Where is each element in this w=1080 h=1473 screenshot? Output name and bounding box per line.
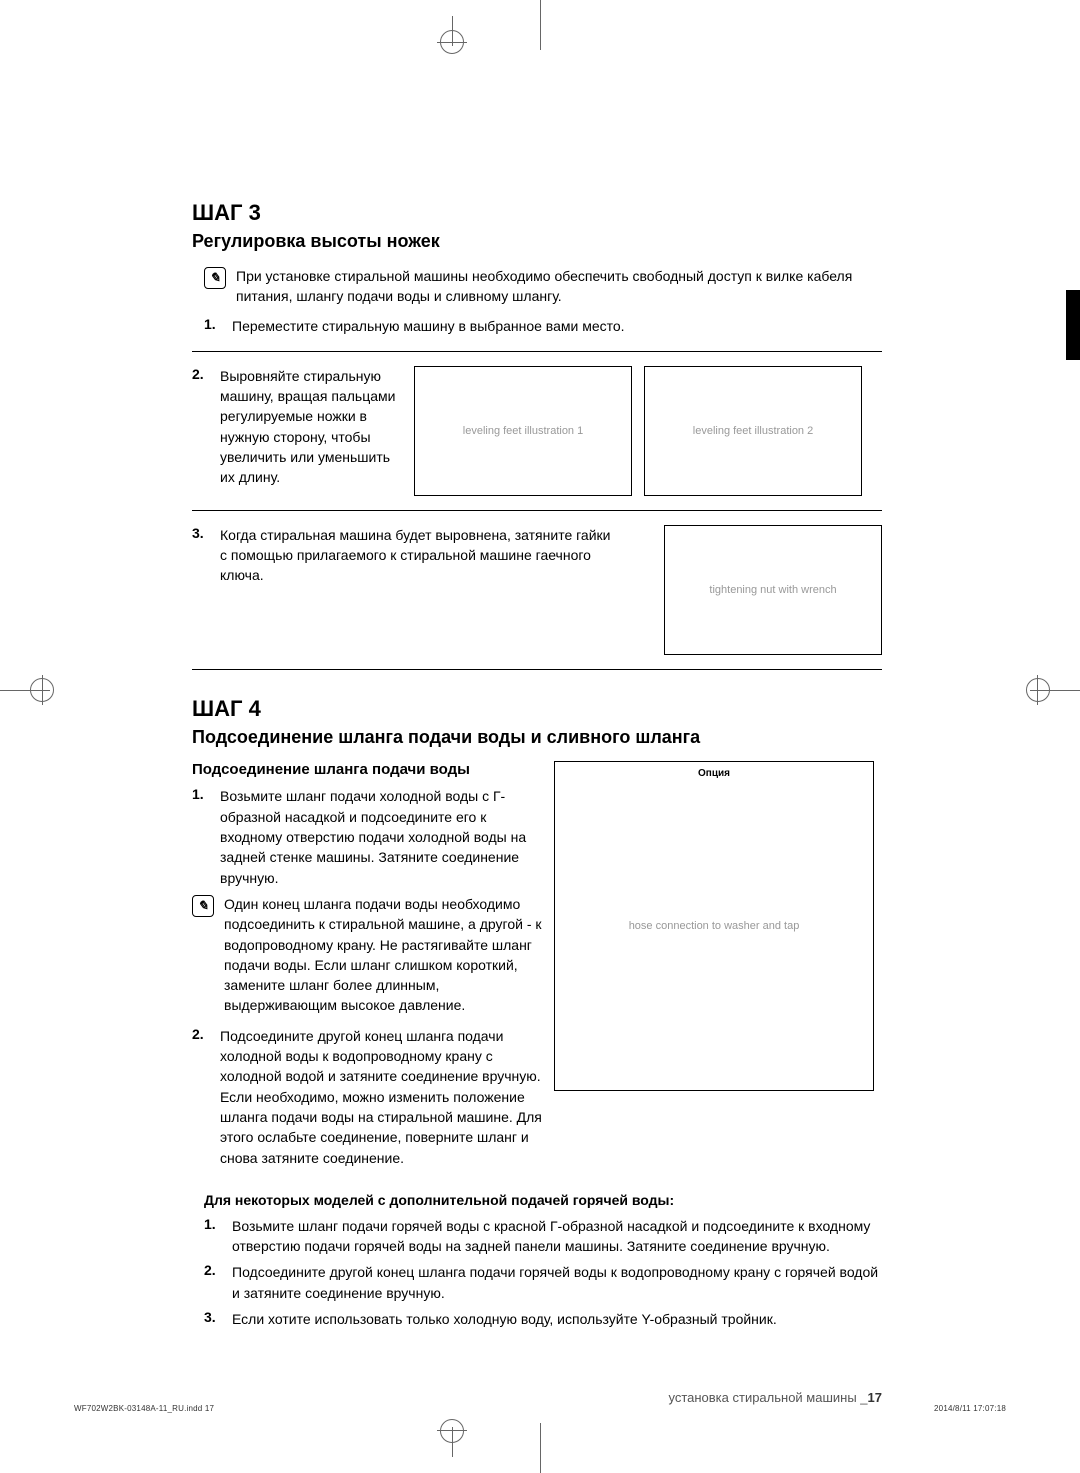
crop-mark [1037,675,1038,705]
list-item: 2. Подсоедините другой конец шланга пода… [204,1262,882,1303]
divider [192,669,882,670]
item-number: 2. [192,1026,212,1042]
item-text: Подсоедините другой конец шланга подачи … [232,1262,882,1303]
hot-water-title: Для некоторых моделей с дополнительной п… [204,1192,882,1208]
step3-figure-2: leveling feet illustration 2 [644,366,862,496]
step4-figure: Опция hose connection to washer and tap [554,761,874,1091]
item-number: 3. [204,1309,224,1325]
step3-list: 1. Переместите стиральную машину в выбра… [204,316,882,336]
list-item: 2. Выровняйте стиральную машину, вращая … [192,366,402,488]
figure-alt: leveling feet illustration 1 [463,425,583,437]
step4-row: Подсоединение шланга подачи воды 1. Возь… [192,761,882,1173]
note-icon: ✎ [204,267,226,289]
crop-mark [42,675,43,705]
page-footer: установка стиральной машины _17 [668,1390,882,1405]
step4-heading: ШАГ 4 [192,696,882,722]
item-number: 1. [204,1216,224,1232]
divider [192,510,882,511]
list-item: 1. Возьмите шланг подачи холодной воды с… [192,786,542,887]
step3-row2: 2. Выровняйте стиральную машину, вращая … [192,366,882,496]
step3-heading: ШАГ 3 [192,200,882,226]
page-content: ШАГ 3 Регулировка высоты ножек ✎ При уст… [192,200,882,1335]
crop-circle [1026,678,1050,702]
item-text: Переместите стиральную машину в выбранно… [232,316,625,336]
step3-subheading: Регулировка высоты ножек [192,230,882,253]
item-number: 3. [192,525,212,541]
step4-section: ШАГ 4 Подсоединение шланга подачи воды и… [192,696,882,1330]
indd-footer-left: WF702W2BK-03148A-11_RU.indd 17 [74,1404,214,1413]
note-icon: ✎ [192,895,214,917]
item-number: 1. [204,316,224,332]
footer-section: установка стиральной машины _ [668,1390,867,1405]
list-item: 1. Возьмите шланг подачи горячей воды с … [204,1216,882,1257]
step3-note-text: При установке стиральной машины необходи… [236,266,882,307]
step3-figure-3: tightening nut with wrench [664,525,882,655]
step3-figure-1: leveling feet illustration 1 [414,366,632,496]
list-item: 2. Подсоедините другой конец шланга пода… [192,1026,542,1168]
indd-footer-right: 2014/8/11 17:07:18 [934,1404,1006,1413]
step3-row3: 3. Когда стиральная машина будет выровне… [192,525,882,655]
item-text: Выровняйте стиральную машину, вращая пал… [220,366,402,488]
item-number: 1. [192,786,212,802]
step3-note: ✎ При установке стиральной машины необхо… [204,266,882,307]
crop-circle [440,1419,464,1443]
step4-subheading: Подсоединение шланга подачи воды и сливн… [192,726,882,749]
item-number: 2. [204,1262,224,1278]
crop-circle [440,30,464,54]
side-index-tab [1066,290,1080,360]
item-number: 2. [192,366,212,382]
list-item: 3. Когда стиральная машина будет выровне… [192,525,612,586]
list-item: 1. Переместите стиральную машину в выбра… [204,316,882,336]
crop-mark [540,0,541,50]
figure-alt: hose connection to washer and tap [629,920,800,932]
item-text: Когда стиральная машина будет выровнена,… [220,525,612,586]
item-text: Возьмите шланг подачи холодной воды с Г-… [220,786,542,887]
item-text: Подсоедините другой конец шланга подачи … [220,1026,542,1168]
figure-alt: tightening nut with wrench [709,584,836,596]
list-item: 3. Если хотите использовать только холод… [204,1309,882,1329]
step4-note-text: Один конец шланга подачи воды необходимо… [224,894,542,1016]
item-text: Возьмите шланг подачи горячей воды с кра… [232,1216,882,1257]
item-text: Если хотите использовать только холодную… [232,1309,777,1329]
footer-page-num: 17 [868,1390,882,1405]
figure-alt: leveling feet illustration 2 [693,425,813,437]
step4-sub3: Подсоединение шланга подачи воды [192,761,542,778]
option-label: Опция [696,768,732,779]
crop-mark [540,1423,541,1473]
hot-water-list: 1. Возьмите шланг подачи горячей воды с … [204,1216,882,1329]
divider [192,351,882,352]
